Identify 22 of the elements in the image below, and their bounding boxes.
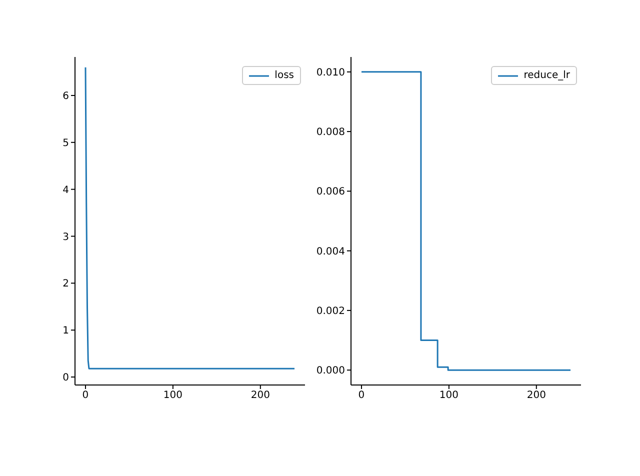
line-series: [84, 66, 296, 370]
y-tick-label: 0.006: [316, 186, 345, 198]
legend-label: reduce_lr: [524, 70, 570, 81]
y-tick-label: 1: [62, 326, 69, 337]
y-tick-label: 4: [62, 184, 69, 196]
x-tick-label: 100: [163, 390, 182, 402]
legend-label: loss: [274, 70, 294, 81]
x-tick-label: 200: [250, 390, 270, 402]
x-tick-label: 200: [526, 390, 546, 402]
y-tick-label: 0.002: [316, 306, 345, 318]
y-tick-label: 0.008: [316, 127, 345, 138]
x-tick-label: 100: [439, 390, 458, 402]
y-tick-label: 2: [62, 278, 69, 290]
x-tick-label: 0: [82, 390, 89, 402]
y-tick-label: 0.004: [316, 246, 345, 258]
y-tick-label: 6: [62, 91, 69, 102]
y-tick-label: 5: [62, 138, 69, 149]
y-tick-label: 0.010: [316, 67, 345, 78]
x-tick-label: 0: [358, 390, 365, 402]
y-tick-label: 3: [62, 232, 69, 243]
y-tick-label: 0: [62, 372, 69, 384]
y-tick-label: 0.000: [316, 366, 345, 377]
